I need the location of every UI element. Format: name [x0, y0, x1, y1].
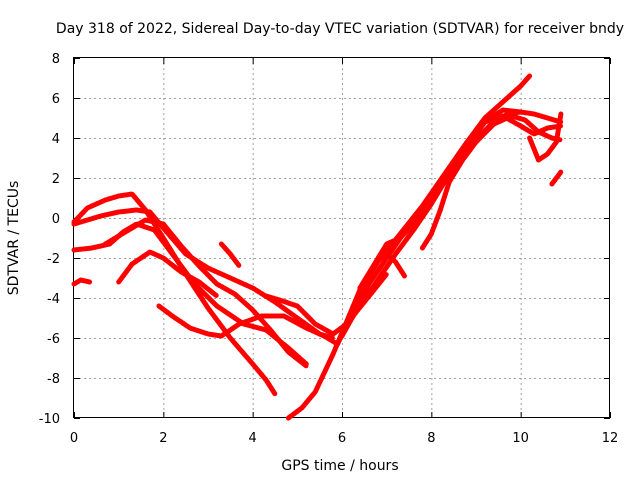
x-tick-label: 10 [512, 431, 529, 446]
y-tick-label: -4 [47, 292, 60, 307]
series-group [71, 73, 564, 421]
chart-title: Day 318 of 2022, Sidereal Day-to-day VTE… [56, 21, 624, 37]
series-line-arc-5 [102, 217, 309, 369]
y-tick-label: -10 [39, 412, 60, 427]
y-tick-label: -2 [47, 252, 60, 267]
y-tick-label: 2 [52, 172, 60, 187]
series-line-arc-16 [527, 111, 564, 163]
series-line-arc-2 [71, 221, 309, 367]
plot-border [73, 57, 610, 418]
series-line-arc-1 [71, 191, 278, 397]
y-tick-label: 4 [52, 132, 60, 147]
series-line-arc-6 [116, 249, 220, 299]
y-axis-label: SDTVAR / TECUs [6, 181, 22, 296]
x-tick-label: 2 [159, 431, 167, 446]
y-tick-label: 6 [52, 92, 60, 107]
x-tick-label: 8 [427, 431, 435, 446]
series-line-arc-8 [218, 241, 242, 269]
grid-lines [74, 58, 610, 418]
series-line-arc-17 [549, 169, 564, 187]
x-tick-label: 0 [70, 431, 78, 446]
series-line-arc-10 [285, 73, 533, 421]
axis-ticks: 0 2 4 6 8 10 12 -10 -8 -6 -4 -2 0 2 4 6 8 [39, 52, 619, 446]
x-tick-label: 6 [338, 431, 346, 446]
x-tick-label: 12 [602, 431, 619, 446]
y-tick-label: -8 [47, 372, 60, 387]
series-line-arc-15 [419, 113, 564, 251]
y-tick-label: -6 [47, 332, 60, 347]
series-line-arc-7 [156, 303, 340, 347]
series-line-arc-11 [335, 107, 564, 347]
x-axis-label: GPS time / hours [281, 458, 398, 474]
y-tick-label: 8 [52, 52, 60, 67]
y-tick-label: 0 [52, 212, 60, 227]
series-line-arc-4 [71, 277, 93, 287]
x-tick-label: 4 [249, 431, 257, 446]
series-line-arc-14 [357, 113, 564, 291]
